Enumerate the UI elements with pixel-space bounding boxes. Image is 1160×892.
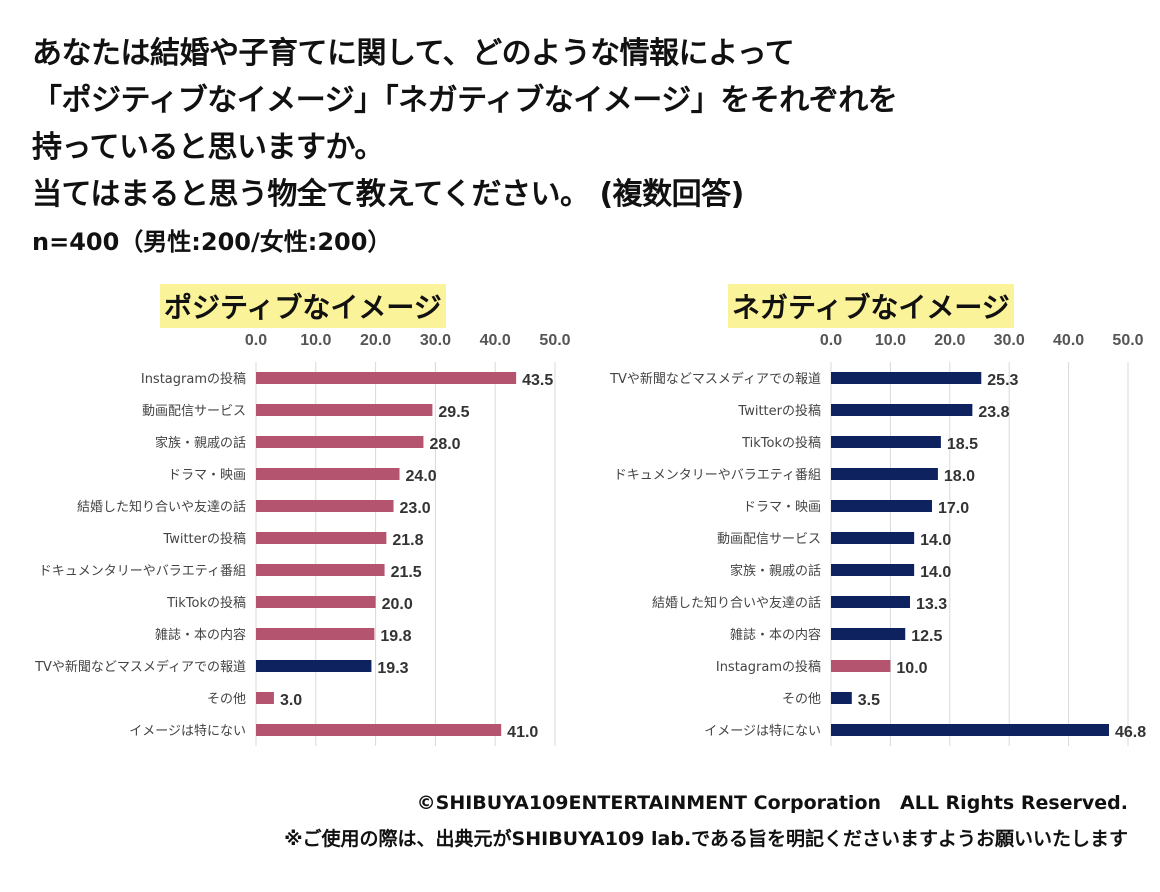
bar [256, 660, 372, 672]
category-label: ドラマ・映画 [168, 468, 246, 483]
data-label: 21.5 [391, 564, 422, 581]
bar [256, 404, 433, 416]
category-label: 家族・親戚の話 [155, 435, 246, 451]
data-label: 23.0 [400, 500, 431, 517]
data-label: 10.0 [896, 660, 927, 677]
data-label: 25.3 [987, 372, 1018, 389]
negative-chart-title: ネガティブなイメージ [728, 284, 1014, 328]
data-label: 23.8 [978, 404, 1009, 421]
tick-label: 20.0 [934, 332, 965, 349]
data-label: 20.0 [382, 596, 413, 613]
tick-label: 20.0 [360, 332, 391, 349]
tick-label: 0.0 [820, 332, 842, 349]
bar [831, 596, 911, 608]
usage-note: ※ご使用の際は、出典元がSHIBUYA109 lab.である旨を明記くださいます… [284, 828, 1128, 850]
data-label: 18.5 [947, 436, 978, 453]
category-label: Twitterの投稿 [162, 531, 246, 547]
category-label: TVや新聞などマスメディアでの報道 [34, 659, 246, 675]
bar [256, 436, 424, 448]
bar [831, 468, 938, 480]
category-label: その他 [782, 692, 821, 707]
data-label: 41.0 [507, 724, 538, 741]
bar [831, 372, 982, 384]
category-label: 動画配信サービス [142, 404, 246, 419]
bar [256, 692, 274, 704]
data-label: 46.8 [1115, 724, 1146, 741]
tick-label: 10.0 [875, 332, 906, 349]
bar [256, 724, 502, 736]
category-label: TVや新聞などマスメディアでの報道 [609, 371, 821, 387]
bar [256, 628, 375, 640]
data-label: 28.0 [429, 436, 460, 453]
tick-label: 0.0 [245, 332, 267, 349]
title-line: 持っていると思いますか。 [32, 130, 384, 165]
tick-label: 50.0 [1112, 332, 1143, 349]
data-label: 19.3 [377, 660, 408, 677]
category-label: TikTokの投稿 [741, 435, 821, 451]
data-label: 19.8 [380, 628, 411, 645]
data-label: 21.8 [392, 532, 423, 549]
category-label: Twitterの投稿 [737, 403, 821, 419]
title-line: 当てはまると思う物全て教えてください。 (複数回答) [32, 177, 744, 212]
category-label: イメージは特にない [129, 724, 246, 739]
data-label: 14.0 [920, 532, 951, 549]
category-label: その他 [207, 692, 246, 707]
category-label: Instagramの投稿 [716, 659, 821, 675]
title-line: 「ポジティブなイメージ」「ネガティブなイメージ」をそれぞれを [32, 83, 898, 118]
category-label: ドキュメンタリーやバラエティ番組 [614, 468, 821, 483]
category-label: ドラマ・映画 [743, 500, 821, 515]
data-label: 13.3 [916, 596, 947, 613]
category-label: 雑誌・本の内容 [730, 627, 821, 643]
bar [831, 724, 1109, 736]
category-label: 動画配信サービス [717, 532, 821, 547]
category-label: 結婚した知り合いや友達の話 [77, 499, 246, 515]
bar [831, 436, 941, 448]
category-label: ドキュメンタリーやバラエティ番組 [39, 564, 246, 579]
data-label: 3.5 [858, 692, 880, 709]
tick-label: 40.0 [480, 332, 511, 349]
category-label: Instagramの投稿 [141, 371, 246, 387]
bar [256, 596, 376, 608]
bar [831, 532, 915, 544]
category-label: イメージは特にない [704, 724, 821, 739]
data-label: 17.0 [938, 500, 969, 517]
data-label: 18.0 [944, 468, 975, 485]
title-line: あなたは結婚や子育てに関して、どのような情報によって [32, 36, 795, 71]
bar [256, 532, 387, 544]
bar [256, 564, 385, 576]
data-label: 43.5 [522, 372, 553, 389]
bar [256, 500, 394, 512]
category-label: 結婚した知り合いや友達の話 [652, 595, 821, 611]
category-label: TikTokの投稿 [166, 595, 246, 611]
tick-label: 30.0 [420, 332, 451, 349]
category-label: 家族・親戚の話 [730, 563, 821, 579]
positive-chart-title: ポジティブなイメージ [160, 284, 446, 328]
data-label: 14.0 [920, 564, 951, 581]
bar [831, 660, 891, 672]
tick-label: 50.0 [539, 332, 570, 349]
question-title: あなたは結婚や子育てに関して、どのような情報によって「ポジティブなイメージ」「ネ… [32, 30, 898, 218]
category-label: 雑誌・本の内容 [155, 627, 246, 643]
bar [256, 468, 400, 480]
tick-label: 40.0 [1053, 332, 1084, 349]
copyright: ©SHIBUYA109ENTERTAINMENT Corporation ALL… [416, 792, 1128, 814]
bar [831, 404, 973, 416]
tick-label: 10.0 [300, 332, 331, 349]
sample-size: n=400（男性:200/女性:200） [32, 228, 392, 256]
tick-label: 30.0 [994, 332, 1025, 349]
bar [256, 372, 517, 384]
data-label: 29.5 [438, 404, 469, 421]
data-label: 24.0 [406, 468, 437, 485]
bar [831, 500, 932, 512]
data-label: 12.5 [911, 628, 942, 645]
bar [831, 692, 852, 704]
bar [831, 564, 915, 576]
bar [831, 628, 906, 640]
data-label: 3.0 [280, 692, 302, 709]
